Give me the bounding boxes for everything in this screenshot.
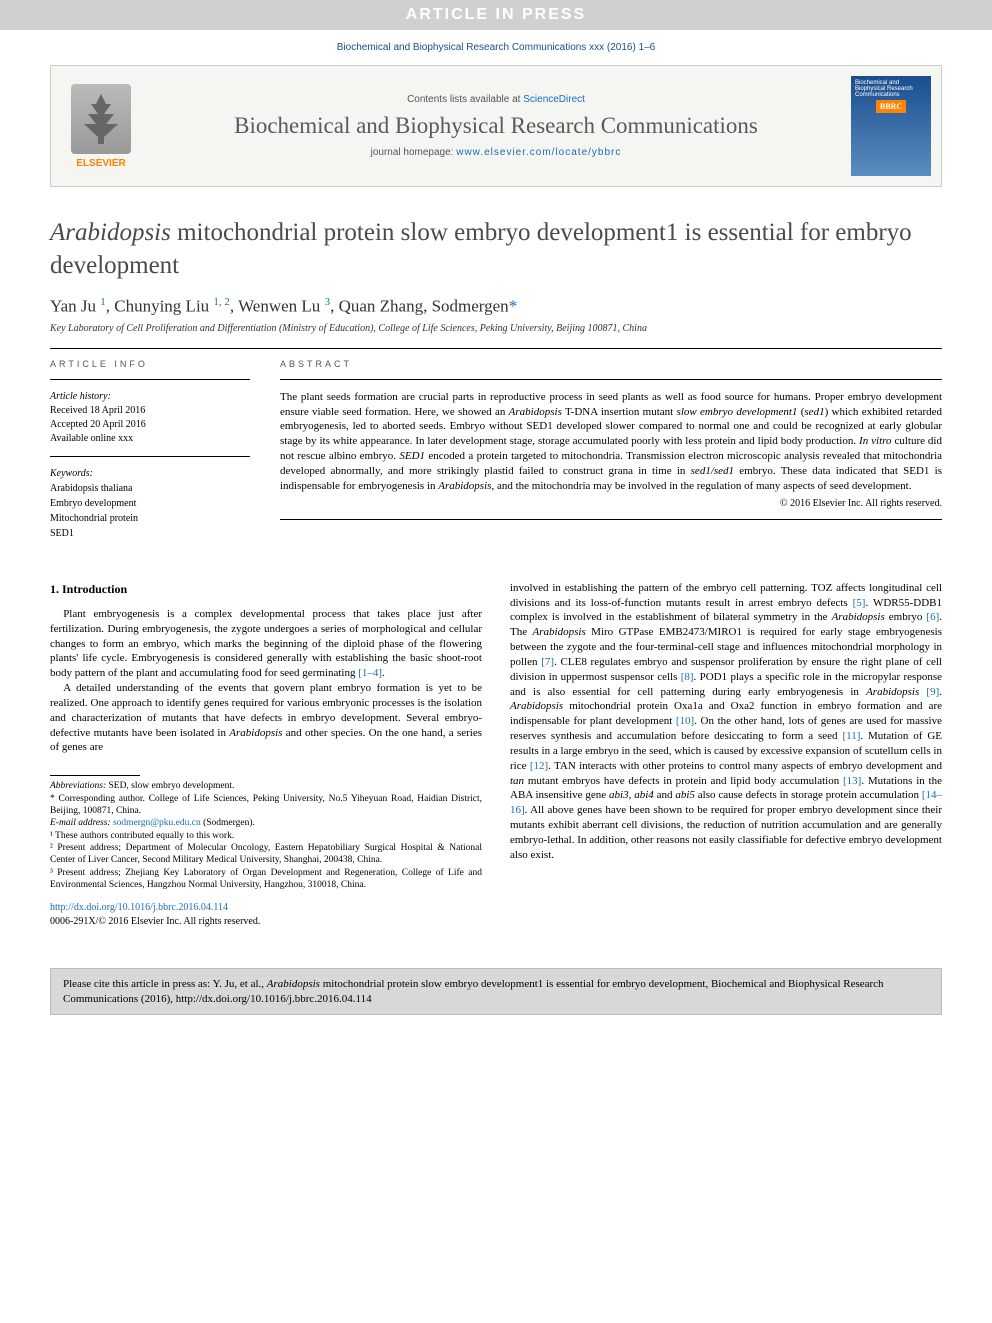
intro-p3: involved in establishing the pattern of … — [510, 581, 942, 863]
divider-line — [50, 348, 942, 349]
journal-name: Biochemical and Biophysical Research Com… — [151, 113, 841, 139]
journal-cover-thumbnail: Biochemical and Biophysical Research Com… — [851, 76, 931, 176]
info-divider — [50, 456, 250, 457]
header-center: Contents lists available at ScienceDirec… — [151, 80, 841, 172]
intro-p1: Plant embryogenesis is a complex develop… — [50, 607, 482, 681]
contents-prefix: Contents lists available at — [407, 94, 523, 105]
available-date: Available online xxx — [50, 432, 250, 446]
keywords-list: Arabidopsis thaliana Embryo development … — [50, 481, 250, 541]
cover-thumb-badge: BBRC — [876, 100, 906, 113]
introduction-heading: 1. Introduction — [50, 581, 482, 597]
publisher-name: ELSEVIER — [76, 158, 125, 169]
email-line: E-mail address: sodmergn@pku.edu.cn (Sod… — [50, 817, 482, 829]
right-column: involved in establishing the pattern of … — [510, 581, 942, 929]
email-link[interactable]: sodmergn@pku.edu.cn — [113, 818, 201, 828]
keyword: Embryo development — [50, 496, 250, 511]
abstract-copyright: © 2016 Elsevier Inc. All rights reserved… — [280, 498, 942, 509]
article-info-column: ARTICLE INFO Article history: Received 1… — [50, 359, 250, 541]
keywords-block: Keywords: Arabidopsis thaliana Embryo de… — [50, 467, 250, 541]
abstract-column: ABSTRACT The plant seeds formation are c… — [280, 359, 942, 541]
info-divider — [50, 379, 250, 380]
keyword: Arabidopsis thaliana — [50, 481, 250, 496]
corresponding-author: * Corresponding author. College of Life … — [50, 793, 482, 818]
keywords-label: Keywords: — [50, 467, 250, 481]
homepage-line: journal homepage: www.elsevier.com/locat… — [151, 147, 841, 158]
abstract-header: ABSTRACT — [280, 359, 942, 369]
cover-thumb-title: Biochemical and Biophysical Research Com… — [855, 80, 927, 98]
homepage-prefix: journal homepage: — [371, 147, 457, 158]
footnote-2: ² Present address; Department of Molecul… — [50, 842, 482, 867]
history-label: Article history: — [50, 390, 250, 404]
journal-header: ELSEVIER Contents lists available at Sci… — [50, 65, 942, 187]
abstract-divider — [280, 379, 942, 380]
title-rest: mitochondrial protein slow embryo develo… — [50, 219, 912, 279]
abstract-text: The plant seeds formation are crucial pa… — [280, 390, 942, 494]
accepted-date: Accepted 20 April 2016 — [50, 418, 250, 432]
received-date: Received 18 April 2016 — [50, 404, 250, 418]
intro-p2: A detailed understanding of the events t… — [50, 681, 482, 755]
affiliation: Key Laboratory of Cell Proliferation and… — [50, 323, 942, 334]
keyword: SED1 — [50, 526, 250, 541]
abbreviations: Abbreviations: SED, slow embryo developm… — [50, 780, 482, 792]
cite-this-article-box: Please cite this article in press as: Y.… — [50, 968, 942, 1015]
doi-block: http://dx.doi.org/10.1016/j.bbrc.2016.04… — [50, 901, 482, 928]
elsevier-tree-icon — [71, 84, 131, 154]
article-title: Arabidopsis mitochondrial protein slow e… — [50, 217, 942, 282]
sciencedirect-link[interactable]: ScienceDirect — [523, 94, 585, 105]
info-abstract-row: ARTICLE INFO Article history: Received 1… — [50, 359, 942, 541]
main-content: Arabidopsis mitochondrial protein slow e… — [0, 187, 992, 948]
abstract-end-divider — [280, 519, 942, 520]
homepage-url-link[interactable]: www.elsevier.com/locate/ybbrc — [456, 147, 621, 158]
publisher-logo-area: ELSEVIER — [51, 74, 151, 179]
doi-link[interactable]: http://dx.doi.org/10.1016/j.bbrc.2016.04… — [50, 902, 228, 913]
left-column: 1. Introduction Plant embryogenesis is a… — [50, 581, 482, 929]
body-columns: 1. Introduction Plant embryogenesis is a… — [50, 581, 942, 929]
title-italic: Arabidopsis — [50, 219, 171, 246]
article-info-header: ARTICLE INFO — [50, 359, 250, 369]
keyword: Mitochondrial protein — [50, 511, 250, 526]
article-in-press-banner: ARTICLE IN PRESS — [0, 0, 992, 30]
contents-available-line: Contents lists available at ScienceDirec… — [151, 94, 841, 105]
footnotes: Abbreviations: SED, slow embryo developm… — [50, 775, 482, 891]
top-citation: Biochemical and Biophysical Research Com… — [0, 30, 992, 65]
issn-copyright: 0006-291X/© 2016 Elsevier Inc. All right… — [50, 915, 482, 929]
footnote-divider — [50, 775, 140, 776]
article-history: Article history: Received 18 April 2016 … — [50, 390, 250, 446]
footnote-1: ¹ These authors contributed equally to t… — [50, 830, 482, 842]
footnote-3: ³ Present address; Zhejiang Key Laborato… — [50, 867, 482, 892]
authors-line: Yan Ju 1, Chunying Liu 1, 2, Wenwen Lu 3… — [50, 296, 942, 317]
